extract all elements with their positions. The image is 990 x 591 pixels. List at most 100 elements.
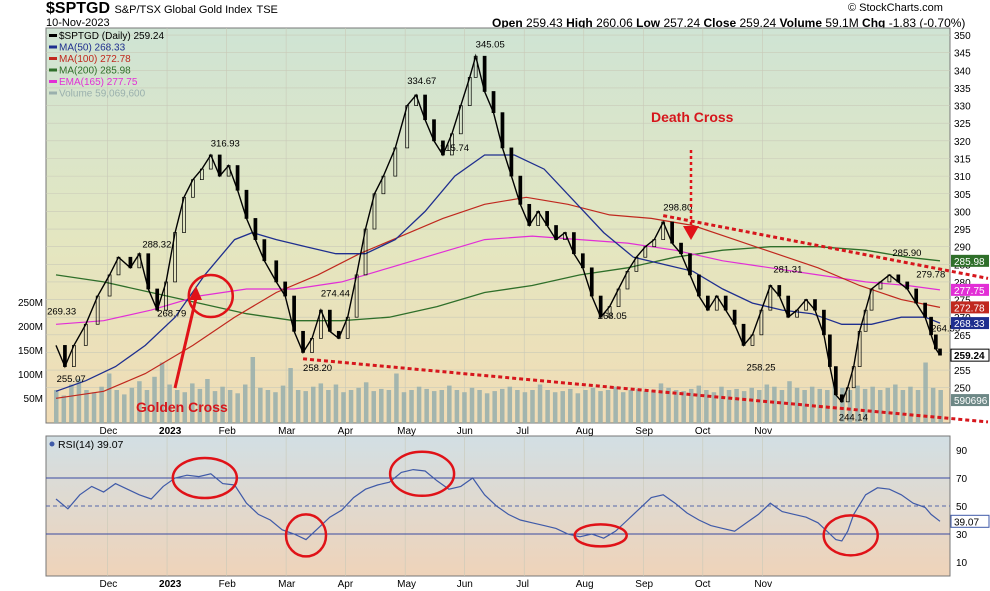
- price-label: 316.93: [211, 139, 240, 150]
- value-badge-text: 590696: [954, 396, 988, 407]
- value-badge-text: 285.98: [954, 257, 985, 268]
- volume-bar: [832, 383, 838, 423]
- price-y-tick: 345: [954, 49, 971, 60]
- rsi-y-tick: 90: [956, 446, 968, 457]
- price-label: 268.79: [157, 308, 186, 319]
- x-tick-label: Sep: [635, 426, 653, 437]
- rsi-y-tick: 70: [956, 474, 968, 485]
- volume-bar: [303, 391, 308, 423]
- rsi-y-tick: 30: [956, 530, 968, 541]
- volume-bar: [545, 390, 550, 423]
- volume-bar: [174, 390, 180, 423]
- volume-bar: [726, 390, 732, 423]
- rsi-x-tick-label: Dec: [100, 579, 118, 590]
- legend-swatch: [49, 68, 57, 72]
- price-candle: [405, 105, 410, 149]
- price-y-tick: 290: [954, 243, 971, 254]
- chart-date: 10-Nov-2023: [46, 17, 110, 29]
- volume-bar: [122, 394, 127, 423]
- volume-bar: [416, 386, 422, 423]
- price-candle: [705, 295, 710, 311]
- price-candle: [473, 55, 478, 78]
- value-badge-text: 272.78: [954, 303, 985, 314]
- symbol-title: $SPTGD S&P/TSX Global Gold Index TSE: [46, 0, 278, 18]
- price-candle: [741, 323, 746, 346]
- volume-bar: [704, 390, 709, 423]
- price-candle: [813, 299, 817, 311]
- price-label: 269.33: [47, 307, 76, 318]
- volume-bar: [794, 387, 800, 423]
- price-candle: [393, 147, 398, 177]
- rsi-highlight-ellipse: [284, 513, 328, 558]
- x-tick-label: Jul: [516, 426, 529, 437]
- volume-bar: [371, 391, 376, 423]
- price-candle: [63, 345, 67, 367]
- volume-bar: [877, 390, 883, 423]
- price-candle: [235, 165, 240, 191]
- volume-bar: [930, 387, 936, 423]
- price-candle: [688, 253, 692, 276]
- price-candle: [83, 323, 88, 346]
- golden-cross-circle: [187, 273, 235, 319]
- price-candle: [191, 179, 195, 198]
- value-badge: [951, 283, 989, 296]
- price-candle: [423, 94, 427, 121]
- price-label: 345.05: [476, 40, 505, 51]
- volume-bar: [144, 390, 150, 423]
- volume-bar: [772, 386, 777, 423]
- price-y-tick: 315: [954, 154, 971, 165]
- price-candle: [345, 316, 350, 339]
- price-candle: [851, 366, 856, 389]
- rsi-x-tick-label: Feb: [219, 579, 237, 590]
- legend-swatch: [49, 80, 57, 83]
- rsi-line: [55, 468, 941, 542]
- price-candle: [509, 147, 514, 177]
- price-candle: [482, 55, 487, 92]
- volume-bar: [840, 387, 845, 423]
- rsi-x-tick-label: Apr: [338, 579, 354, 590]
- ohlc-open: Open 259.43: [492, 16, 566, 30]
- price-label: 315.74: [440, 143, 469, 154]
- price-candle: [697, 274, 701, 297]
- price-candle: [319, 309, 323, 339]
- rsi-x-tick-label: 2023: [159, 579, 182, 590]
- price-candle: [274, 260, 279, 283]
- ohlc-chg: Chg -1.83 (-0.70%): [862, 16, 965, 30]
- price-candle: [833, 366, 838, 396]
- price-candle: [878, 281, 883, 290]
- price-candle: [923, 302, 927, 318]
- rsi-highlight-ellipse: [573, 523, 628, 548]
- value-badge-text: 268.33: [954, 319, 985, 330]
- legend-swatch: [49, 45, 57, 49]
- price-candle: [536, 211, 541, 226]
- volume-bar: [779, 390, 785, 423]
- x-tick-label: Oct: [695, 426, 711, 437]
- rsi-x-tick-label: Aug: [576, 579, 594, 590]
- x-tick-label: 2023: [159, 426, 182, 437]
- volume-tick: 200M: [18, 322, 43, 333]
- price-candle: [432, 119, 436, 142]
- price-candle: [500, 112, 505, 149]
- price-candle: [869, 288, 874, 311]
- rsi-x-tick-label: Jun: [457, 579, 473, 590]
- price-candle: [283, 281, 288, 297]
- price-candle: [887, 274, 892, 283]
- price-candle: [750, 334, 755, 346]
- volume-bar: [734, 388, 739, 423]
- volume-bar: [530, 390, 535, 423]
- x-tick-label: Jun: [457, 426, 473, 437]
- volume-bar: [537, 384, 543, 423]
- volume-bar: [749, 387, 754, 423]
- volume-bar: [711, 392, 717, 423]
- volume-bar: [69, 384, 74, 423]
- price-label: 244.14: [839, 412, 868, 423]
- ohlc-value: 260.06: [596, 16, 637, 30]
- volume-bar: [197, 388, 203, 423]
- price-candle: [714, 295, 719, 311]
- volume-bar: [152, 376, 157, 423]
- rsi-highlight-ellipse: [388, 450, 456, 498]
- price-y-tick: 250: [954, 384, 971, 395]
- volume-bar: [855, 385, 860, 423]
- x-tick-label: Dec: [100, 426, 118, 437]
